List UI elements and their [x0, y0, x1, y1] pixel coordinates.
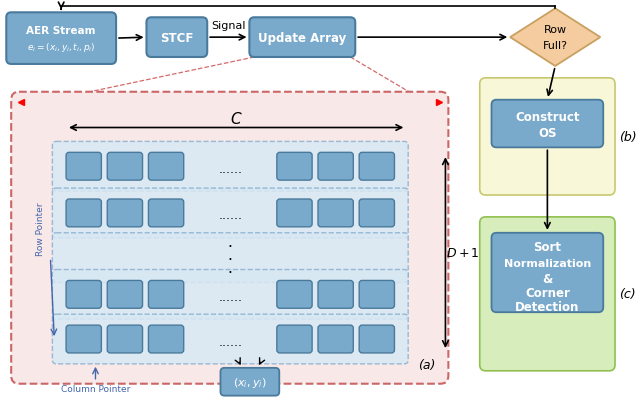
Text: $(x_i, y_i)$: $(x_i, y_i)$ — [233, 375, 267, 389]
Text: ......: ...... — [218, 290, 243, 303]
FancyBboxPatch shape — [492, 233, 604, 312]
Text: Update Array: Update Array — [258, 32, 346, 45]
FancyBboxPatch shape — [52, 270, 408, 319]
FancyBboxPatch shape — [277, 200, 312, 227]
FancyBboxPatch shape — [277, 153, 312, 181]
FancyBboxPatch shape — [108, 200, 143, 227]
FancyBboxPatch shape — [480, 217, 615, 371]
Text: Full?: Full? — [543, 41, 568, 51]
Text: ·
·
·: · · · — [228, 240, 233, 280]
FancyBboxPatch shape — [66, 153, 101, 181]
FancyBboxPatch shape — [359, 200, 394, 227]
FancyBboxPatch shape — [318, 325, 353, 353]
FancyBboxPatch shape — [52, 233, 408, 283]
FancyBboxPatch shape — [148, 153, 184, 181]
FancyBboxPatch shape — [66, 281, 101, 308]
Text: Sort: Sort — [533, 241, 561, 253]
FancyBboxPatch shape — [147, 18, 207, 58]
FancyBboxPatch shape — [480, 79, 615, 196]
FancyBboxPatch shape — [148, 325, 184, 353]
Text: ......: ...... — [218, 335, 243, 348]
Text: Signal: Signal — [211, 21, 246, 31]
FancyBboxPatch shape — [52, 314, 408, 364]
Text: Row Pointer: Row Pointer — [36, 202, 45, 255]
FancyBboxPatch shape — [108, 281, 143, 308]
Text: $C$: $C$ — [230, 110, 243, 126]
Text: Normalization: Normalization — [504, 258, 591, 268]
Text: Detection: Detection — [515, 300, 580, 313]
Text: AER Stream: AER Stream — [26, 26, 96, 36]
Text: STCF: STCF — [160, 32, 193, 45]
FancyBboxPatch shape — [277, 325, 312, 353]
FancyBboxPatch shape — [66, 325, 101, 353]
FancyBboxPatch shape — [220, 368, 279, 396]
Text: Construct: Construct — [515, 111, 580, 124]
FancyBboxPatch shape — [52, 142, 408, 192]
FancyBboxPatch shape — [318, 200, 353, 227]
FancyBboxPatch shape — [11, 93, 449, 384]
Text: ......: ...... — [218, 162, 243, 175]
Text: ......: ...... — [218, 209, 243, 222]
Text: Row: Row — [543, 25, 567, 35]
Text: (c): (c) — [619, 288, 636, 301]
Text: $D+1$: $D+1$ — [446, 247, 480, 259]
Polygon shape — [510, 9, 600, 67]
FancyBboxPatch shape — [6, 13, 116, 65]
FancyBboxPatch shape — [108, 325, 143, 353]
Text: (a): (a) — [419, 358, 436, 371]
Text: OS: OS — [538, 127, 557, 140]
FancyBboxPatch shape — [148, 281, 184, 308]
FancyBboxPatch shape — [359, 281, 394, 308]
FancyBboxPatch shape — [359, 325, 394, 353]
FancyBboxPatch shape — [66, 200, 101, 227]
FancyBboxPatch shape — [318, 153, 353, 181]
Text: &: & — [542, 272, 552, 285]
Text: $e_i = (x_i, y_i, t_i, p_i)$: $e_i = (x_i, y_i, t_i, p_i)$ — [27, 41, 95, 53]
FancyBboxPatch shape — [108, 153, 143, 181]
Text: (b): (b) — [619, 131, 637, 144]
Text: Column Pointer: Column Pointer — [61, 384, 130, 393]
Text: Corner: Corner — [525, 286, 570, 299]
FancyBboxPatch shape — [148, 200, 184, 227]
FancyBboxPatch shape — [250, 18, 355, 58]
FancyBboxPatch shape — [492, 100, 604, 148]
FancyBboxPatch shape — [359, 153, 394, 181]
FancyBboxPatch shape — [277, 281, 312, 308]
FancyBboxPatch shape — [52, 188, 408, 238]
FancyBboxPatch shape — [318, 281, 353, 308]
